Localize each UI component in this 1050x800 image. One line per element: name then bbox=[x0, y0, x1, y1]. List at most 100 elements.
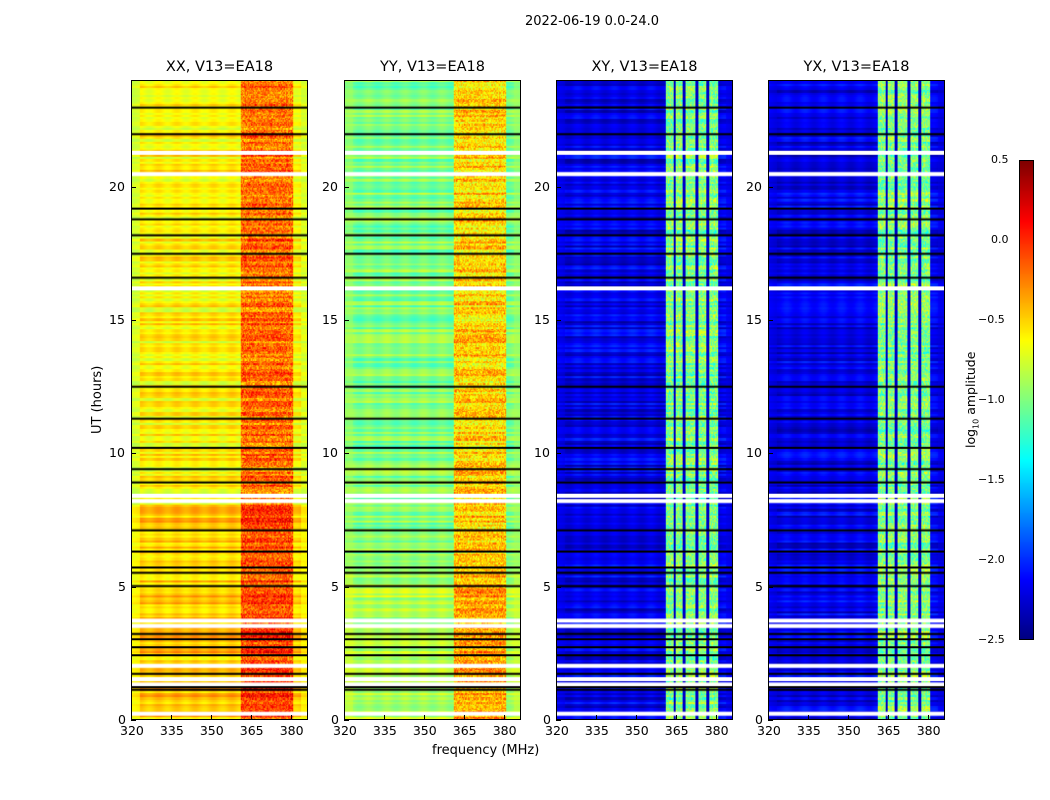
x-tick bbox=[423, 715, 425, 720]
x-tick-label: 320 bbox=[545, 723, 569, 738]
y-tick bbox=[131, 186, 136, 188]
panel-title: XX, V13=EA18 bbox=[165, 59, 274, 75]
x-tick-label: 350 bbox=[412, 723, 437, 738]
y-tick bbox=[556, 453, 561, 455]
x-tick bbox=[847, 715, 849, 720]
x-tick-label: 320 bbox=[333, 723, 357, 738]
y-tick-label: 20 bbox=[322, 178, 338, 194]
x-tick bbox=[768, 715, 769, 720]
y-tick bbox=[344, 586, 349, 588]
x-tick bbox=[290, 715, 292, 720]
x-tick bbox=[715, 715, 717, 720]
y-tick-label: 10 bbox=[746, 445, 762, 461]
y-tick-label: 15 bbox=[534, 312, 550, 327]
y-tick bbox=[131, 586, 136, 588]
x-tick bbox=[131, 715, 132, 720]
y-axis-label: UT (hours) bbox=[90, 365, 105, 434]
y-tick bbox=[556, 720, 561, 721]
y-tick-label: 0 bbox=[755, 712, 763, 727]
x-tick-label: 335 bbox=[796, 723, 821, 738]
x-tick bbox=[675, 715, 677, 720]
y-tick bbox=[556, 186, 561, 188]
x-tick-label: 320 bbox=[757, 723, 781, 738]
x-tick-label: 350 bbox=[199, 723, 224, 738]
x-tick-label: 320 bbox=[120, 723, 144, 738]
x-tick-label: 365 bbox=[876, 723, 901, 738]
y-tick-label: 0 bbox=[543, 712, 551, 727]
y-tick bbox=[344, 186, 349, 188]
x-tick-label: 380 bbox=[279, 723, 304, 738]
x-tick bbox=[635, 715, 637, 720]
y-tick bbox=[768, 186, 773, 188]
x-tick-label: 335 bbox=[372, 723, 397, 738]
figure-title: 2022-06-19 0.0-24.0 bbox=[525, 14, 659, 29]
heatmap-panel bbox=[768, 80, 945, 720]
panel-title: YX, V13=EA18 bbox=[803, 59, 910, 75]
x-tick-label: 335 bbox=[159, 723, 184, 738]
y-tick-label: 5 bbox=[755, 578, 763, 594]
y-tick bbox=[131, 320, 136, 321]
x-tick-label: 380 bbox=[704, 723, 729, 738]
y-tick bbox=[131, 453, 136, 455]
heatmap-image bbox=[557, 81, 732, 719]
y-tick bbox=[556, 320, 561, 321]
x-tick bbox=[344, 715, 345, 720]
x-tick-label: 365 bbox=[664, 723, 689, 738]
heatmap-panel bbox=[344, 80, 521, 720]
x-tick-label: 365 bbox=[239, 723, 264, 738]
colorbar bbox=[1019, 160, 1034, 640]
x-tick bbox=[807, 715, 809, 720]
y-tick-label: 20 bbox=[746, 178, 762, 194]
y-tick-label: 15 bbox=[746, 312, 762, 327]
x-tick bbox=[383, 715, 385, 720]
y-tick-label: 15 bbox=[322, 312, 338, 327]
y-tick-label: 20 bbox=[109, 178, 125, 194]
x-tick bbox=[556, 715, 557, 720]
x-tick-label: 380 bbox=[916, 723, 941, 738]
y-tick-label: 0 bbox=[118, 712, 126, 727]
y-tick-label: 10 bbox=[109, 445, 125, 461]
y-tick-label: 0 bbox=[331, 712, 339, 727]
x-tick-label: 335 bbox=[584, 723, 609, 738]
y-tick bbox=[344, 320, 349, 321]
x-tick bbox=[927, 715, 929, 720]
y-tick bbox=[344, 720, 349, 721]
colorbar-tick-label: −1.5 bbox=[978, 473, 1005, 486]
heatmap-image bbox=[769, 81, 944, 719]
y-tick bbox=[556, 586, 561, 588]
y-tick-label: 10 bbox=[534, 445, 550, 461]
x-tick bbox=[887, 715, 889, 720]
panel-title: XY, V13=EA18 bbox=[591, 59, 698, 75]
heatmap-image bbox=[132, 81, 307, 719]
y-tick-label: 15 bbox=[109, 312, 125, 327]
x-tick bbox=[210, 715, 212, 720]
x-tick bbox=[595, 715, 597, 720]
heatmap-panel bbox=[131, 80, 308, 720]
x-tick-label: 350 bbox=[836, 723, 861, 738]
y-tick-label: 10 bbox=[322, 445, 338, 461]
colorbar-label-rest: amplitude bbox=[963, 351, 978, 419]
heatmap-panel bbox=[556, 80, 733, 720]
y-tick-label: 20 bbox=[534, 178, 550, 194]
y-tick bbox=[344, 453, 349, 455]
y-tick bbox=[768, 586, 773, 588]
y-tick-label: 5 bbox=[118, 578, 126, 594]
y-tick bbox=[131, 720, 136, 721]
x-axis-label: frequency (MHz) bbox=[432, 743, 540, 758]
panel-title: YY, V13=EA18 bbox=[380, 59, 485, 75]
y-tick bbox=[768, 320, 773, 321]
heatmap-image bbox=[345, 81, 520, 719]
x-tick bbox=[250, 715, 252, 720]
y-tick-label: 5 bbox=[543, 578, 551, 594]
y-tick bbox=[768, 720, 773, 721]
colorbar-tick-label: −0.5 bbox=[978, 313, 1005, 326]
x-tick bbox=[463, 715, 465, 720]
colorbar-label-sub: 10 bbox=[971, 418, 981, 429]
x-tick bbox=[503, 715, 505, 720]
x-tick-label: 380 bbox=[492, 723, 517, 738]
y-tick-label: 5 bbox=[331, 578, 339, 594]
colorbar-gradient bbox=[1020, 161, 1033, 639]
x-tick-label: 350 bbox=[624, 723, 649, 738]
y-tick bbox=[768, 453, 773, 455]
